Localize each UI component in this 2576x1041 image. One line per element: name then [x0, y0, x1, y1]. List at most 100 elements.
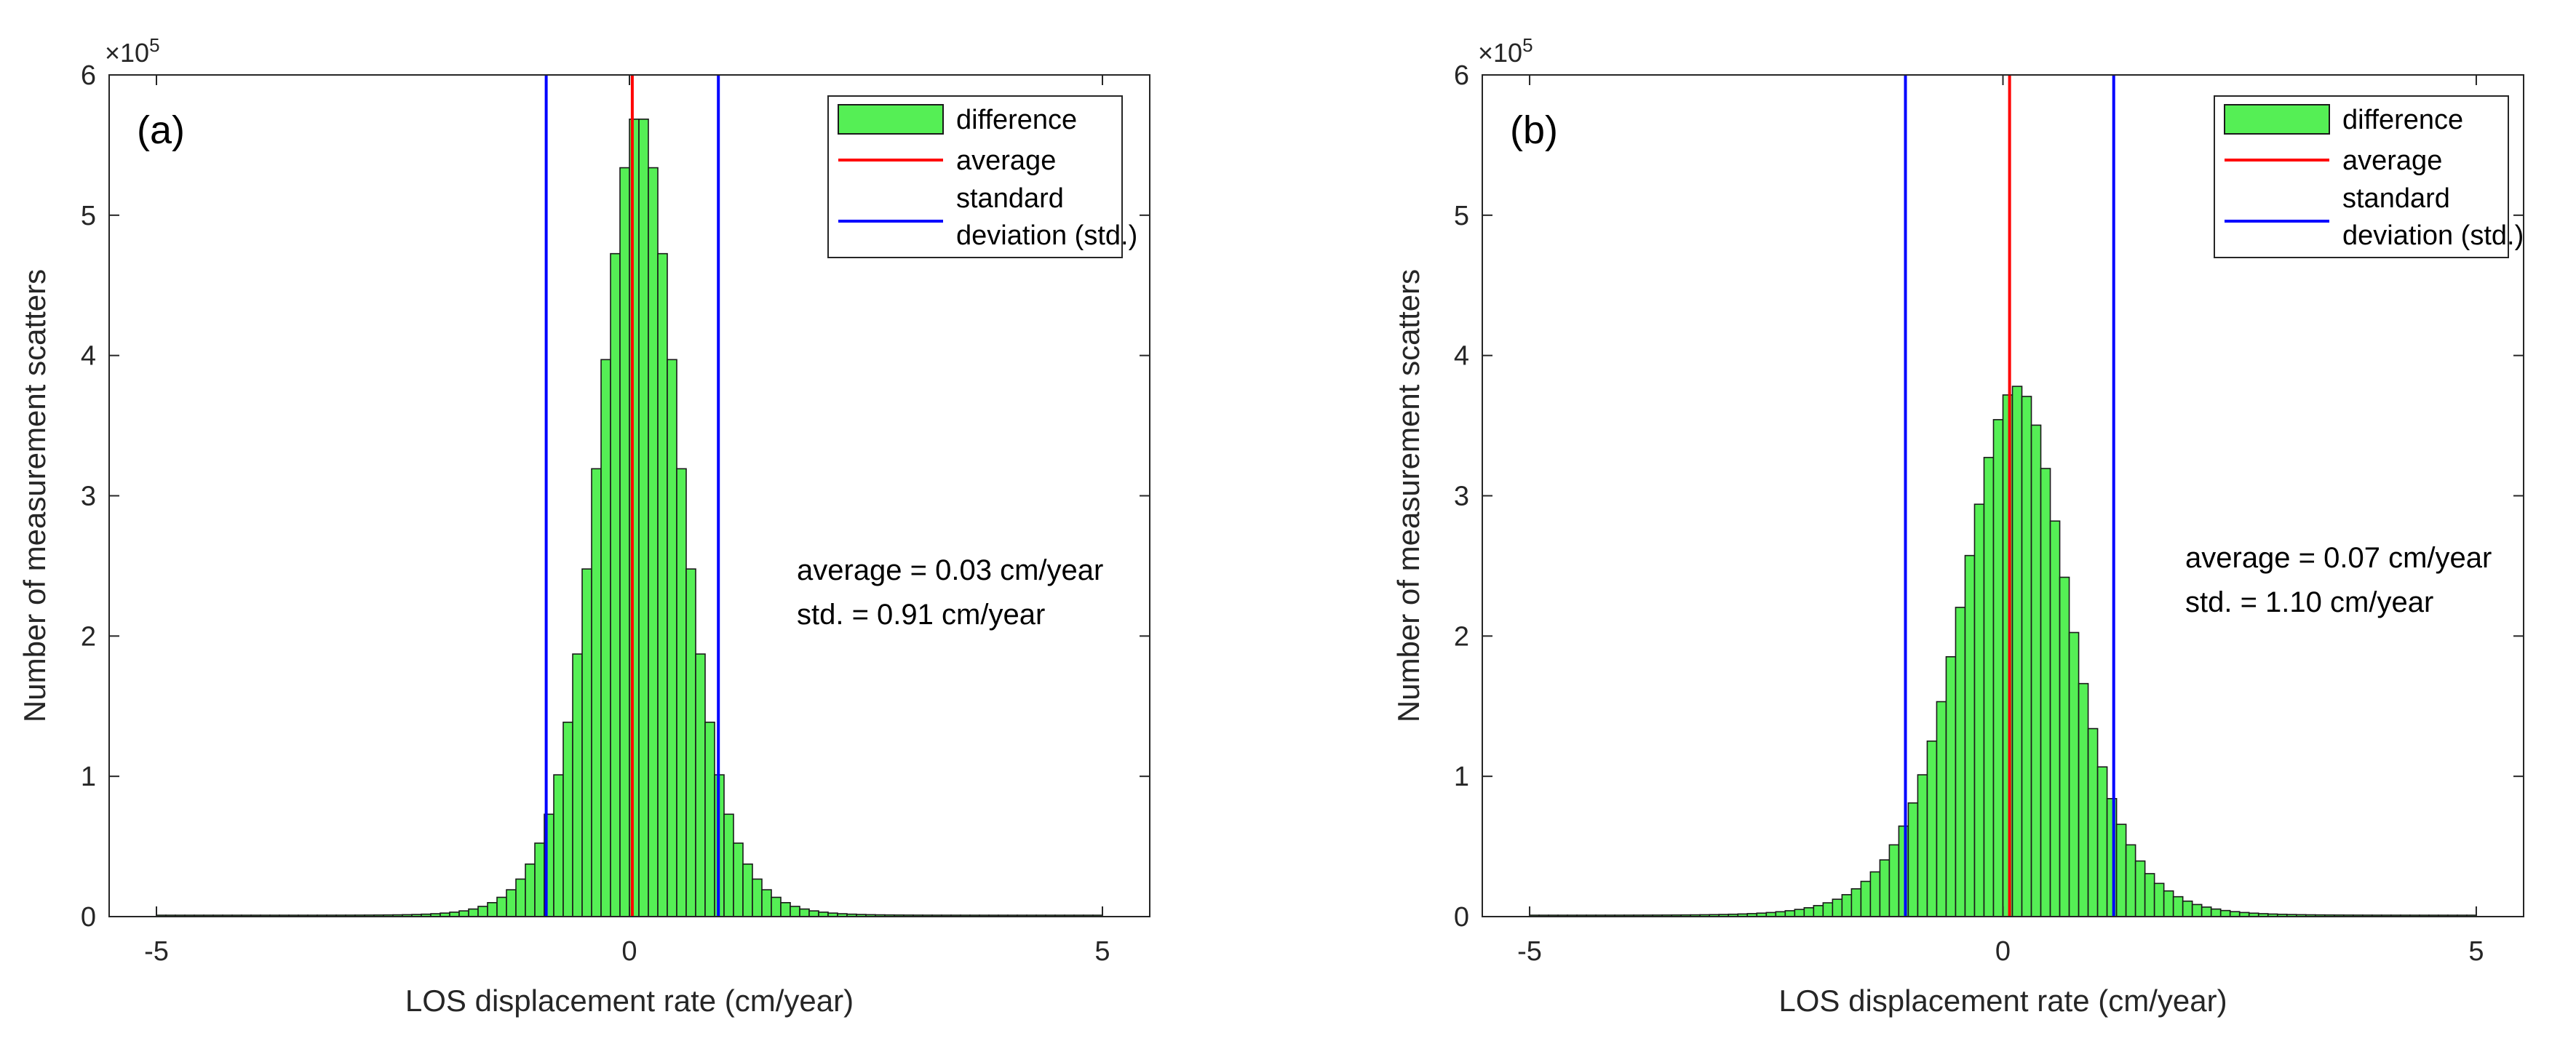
histogram-bar: [2125, 844, 2136, 917]
x-tick-label: -5: [1517, 936, 1542, 967]
chart-panel-a: -5 0 5 0 1 2 3 4 5 6 ×105 LOS displacement rate (cm…: [17, 34, 1150, 1018]
histogram-bar: [591, 468, 602, 917]
histogram-bar: [771, 896, 782, 917]
histogram-bar: [1888, 844, 1900, 917]
histogram-bar: [2229, 911, 2241, 917]
panel-label: (b): [1510, 108, 1558, 152]
histogram-bar: [2134, 860, 2146, 917]
histogram-bar: [619, 167, 630, 917]
y-tick-label: 6: [81, 60, 96, 91]
y-multiplier: ×105: [1478, 34, 1533, 68]
histogram-bar: [1992, 419, 2004, 917]
histogram-bar: [581, 568, 592, 917]
histogram-bar: [534, 842, 545, 917]
histogram-bar: [2021, 396, 2032, 917]
legend-label-average: average: [956, 145, 1056, 176]
histogram-bar: [733, 842, 744, 917]
histogram-bar: [1860, 880, 1872, 917]
histogram-bar: [553, 774, 564, 917]
histogram-bar: [648, 167, 659, 917]
histogram-bar: [2087, 727, 2099, 917]
histogram-bar: [496, 896, 507, 917]
histogram-bar: [506, 889, 517, 917]
histogram-bar: [780, 902, 791, 917]
histogram-bar: [752, 878, 763, 917]
histogram-bar: [1822, 902, 1834, 917]
histogram-bar: [610, 252, 621, 917]
legend-label-average: average: [2342, 145, 2442, 176]
y-tick-label: 2: [1454, 621, 1469, 652]
y-tick-label: 5: [81, 201, 96, 231]
histogram-bar: [2030, 424, 2042, 917]
histogram-bar: [572, 653, 583, 917]
histogram-bar: [600, 359, 611, 917]
histogram-bar: [723, 813, 734, 917]
legend-swatch-difference: [838, 104, 944, 135]
y-multiplier: ×105: [105, 34, 160, 68]
histogram-bar: [562, 722, 573, 917]
panel-label: (a): [137, 108, 185, 152]
histogram-bar: [2096, 766, 2108, 917]
x-axis-label: LOS displacement rate (cm/year): [405, 984, 854, 1018]
histogram-bar: [1841, 894, 1853, 917]
histogram-bar: [515, 878, 526, 917]
histogram-bar: [1964, 554, 1976, 917]
histogram-bar: [2068, 631, 2080, 917]
x-tick-label: 5: [1094, 936, 1110, 967]
legend-label-std-line1: standard: [2342, 183, 2450, 214]
histogram-bar: [477, 906, 488, 917]
histogram-bar: [1784, 910, 1796, 917]
x-tick-label: 0: [1995, 936, 2011, 967]
x-tick-label: 5: [2468, 936, 2484, 967]
histogram-bar: [1917, 774, 1928, 917]
y-tick-label: 3: [1454, 482, 1469, 512]
y-axis-label: Number of measurement scatters: [1391, 269, 1426, 722]
y-tick-label: 0: [81, 902, 96, 933]
histogram-bar: [2219, 909, 2231, 917]
legend-label-difference: difference: [2342, 105, 2463, 135]
y-tick-label: 1: [81, 762, 96, 792]
histogram-bar: [1955, 607, 1966, 917]
legend-label-std-line2: deviation (std.): [2342, 220, 2524, 251]
legend-box: [2214, 95, 2509, 258]
histogram-bar: [667, 359, 677, 917]
histogram-bar: [704, 722, 715, 917]
histogram-bar: [1907, 802, 1919, 917]
y-tick-label: 2: [81, 621, 96, 652]
y-tick-label: 4: [1454, 341, 1469, 372]
legend-label-std-line2: deviation (std.): [956, 220, 1137, 251]
legend-label-difference: difference: [956, 105, 1077, 135]
histogram-bar: [2201, 906, 2212, 917]
x-tick-label: 0: [621, 936, 637, 967]
histogram-bar: [1983, 457, 1995, 917]
histogram-bar: [2059, 576, 2070, 917]
chart-panel-b: -5 0 5 0 1 2 3 4 5 6 ×105 LOS displacement rate (cm…: [1391, 34, 2524, 1018]
legend: difference average standard deviation (std.…: [827, 95, 1137, 258]
annotation-average: average = 0.03 cm/year: [797, 554, 1103, 586]
y-tick-label: 1: [1454, 762, 1469, 792]
histogram-bar: [1869, 871, 1881, 917]
histogram-bar: [1850, 888, 1862, 917]
legend-swatch-difference: [2224, 104, 2330, 135]
histogram-bars: [1529, 386, 2477, 917]
histogram-bar: [1775, 911, 1786, 917]
histogram-bar: [695, 653, 706, 917]
histogram-bar: [1832, 898, 1843, 917]
x-axis-label: LOS displacement rate (cm/year): [1778, 984, 2227, 1018]
histogram-bar: [808, 910, 819, 917]
legend: difference average standard deviation (std.…: [2214, 95, 2524, 258]
histogram-bar: [2153, 882, 2165, 917]
histogram-bar: [1936, 701, 1947, 917]
histogram-bar: [2210, 908, 2222, 917]
histogram-bar: [790, 906, 800, 917]
histogram-bar: [2049, 520, 2061, 917]
histogram-bar: [761, 889, 772, 917]
histogram-bar: [458, 910, 469, 917]
histogram-bar: [2172, 896, 2184, 917]
histogram-bar: [638, 119, 649, 917]
y-tick-label: 6: [1454, 60, 1469, 91]
histogram-bar: [1945, 655, 1957, 917]
y-tick-label: 3: [81, 482, 96, 512]
histogram-bar: [525, 863, 536, 917]
